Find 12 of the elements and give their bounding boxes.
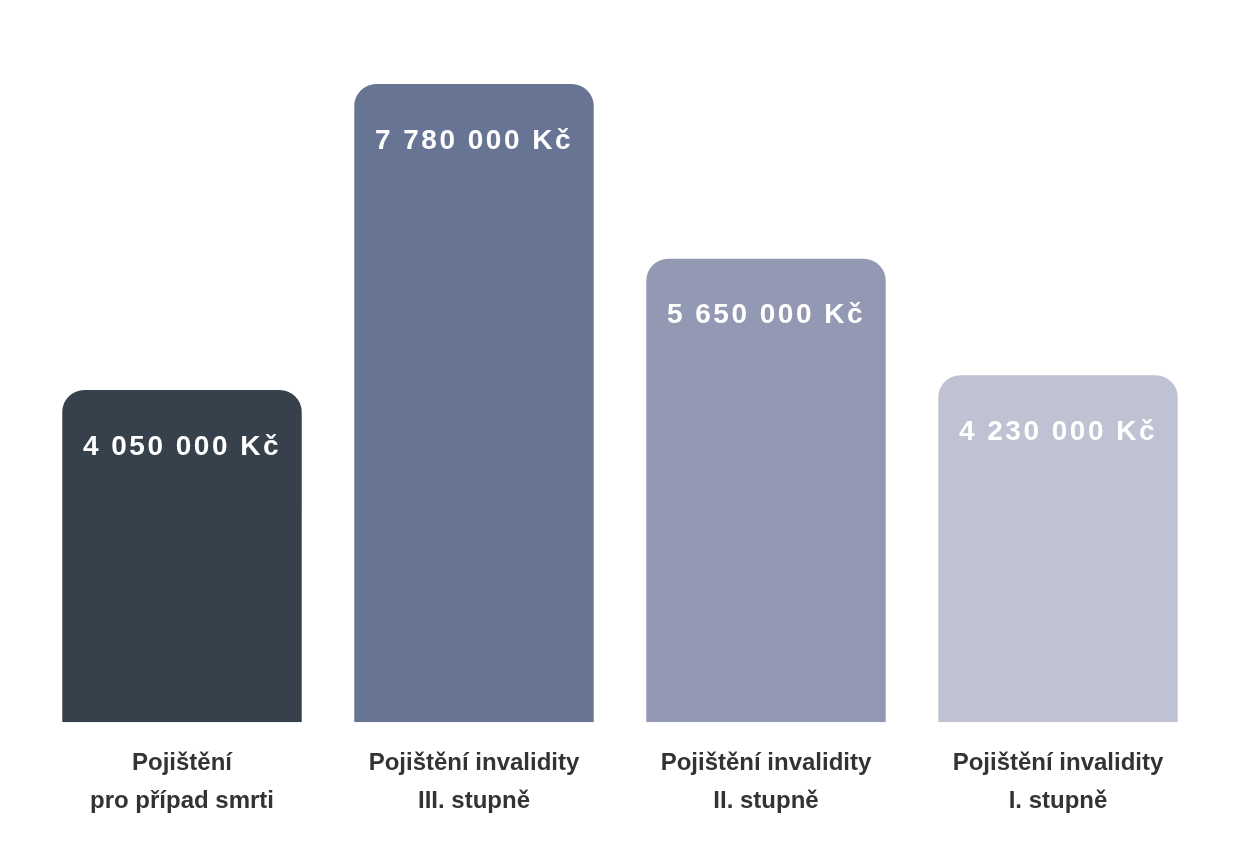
bar (646, 258, 886, 723)
x-tick-label: Pojištění invalidity I. stupně (952, 747, 1165, 813)
x-tick-label: Pojištění invalidity III. stupně (368, 747, 581, 813)
data-label: 4 230 000 Kč (958, 414, 1158, 446)
data-label: 5 650 000 Kč (666, 298, 866, 330)
bar (938, 375, 1178, 723)
x-tick-label: Pojištění invalidity II. stupně (660, 747, 873, 813)
bar (62, 389, 302, 723)
bar (354, 84, 594, 723)
data-label: 4 050 000 Kč (82, 429, 282, 461)
data-label: 7 780 000 Kč (374, 123, 574, 155)
x-tick-label: Pojištění pro případ smrti (89, 747, 275, 813)
